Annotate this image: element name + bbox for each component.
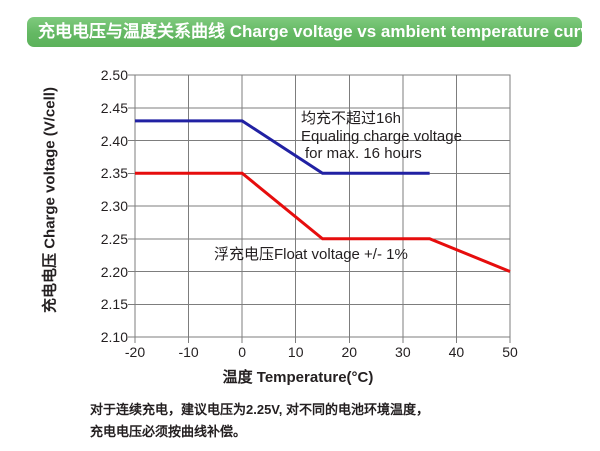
equalize-annotation-line-1: 均充不超过16h <box>301 110 402 127</box>
series-line-equalizing-charge-voltage <box>135 119 430 175</box>
y-tick-label: 2.30 <box>100 198 128 214</box>
x-tick-label: 30 <box>395 344 411 360</box>
series-line-float-charge-voltage <box>135 171 511 273</box>
equalize-annotation-line-3: for max. 16 hours <box>305 145 422 162</box>
title-banner: 充电电压与温度关系曲线 Charge voltage vs ambient te… <box>27 17 599 47</box>
float-annotation: 浮充电压Float voltage +/- 1% <box>214 246 408 263</box>
y-tick-label: 2.50 <box>100 67 128 83</box>
y-tick-label: 2.40 <box>100 132 128 149</box>
y-axis-title: 充电电压 Charge voltage (V/cell) <box>41 87 59 313</box>
x-tick-label: 20 <box>341 344 358 360</box>
equalize-annotation-line-2: Equaling charge voltage <box>301 127 462 145</box>
x-tick-label: 50 <box>502 344 518 360</box>
y-tick-label: 2.10 <box>100 329 128 345</box>
footnote-line-2: 充电电压必须按曲线补偿。 <box>90 424 247 439</box>
y-tick-label: 2.15 <box>100 296 128 313</box>
footnote-line-1: 对于连续充电，建议电压为2.25V, 对不同的电池环境温度， <box>90 402 430 417</box>
page-title: 充电电压与温度关系曲线 Charge voltage vs ambient te… <box>38 22 600 41</box>
equalize-annotation: 均充不超过16h Equaling charge voltage for max… <box>301 110 462 163</box>
x-tick-label: -10 <box>178 344 199 360</box>
y-tick-label: 2.35 <box>100 165 128 182</box>
x-tick-label: 0 <box>238 344 247 360</box>
y-tick-label: 2.45 <box>100 99 128 116</box>
y-tick-label: 2.20 <box>100 263 128 280</box>
footnote: 对于连续充电，建议电压为2.25V, 对不同的电池环境温度， 充电电压必须按曲线… <box>90 399 429 443</box>
x-tick-label: -20 <box>124 344 146 360</box>
plot-border <box>134 74 511 338</box>
x-axis-title: 温度 Temperature(°C) <box>222 369 374 386</box>
x-tick-label: 40 <box>448 344 465 360</box>
x-tick-label: 10 <box>287 344 304 360</box>
y-tick-label: 2.25 <box>100 230 128 247</box>
